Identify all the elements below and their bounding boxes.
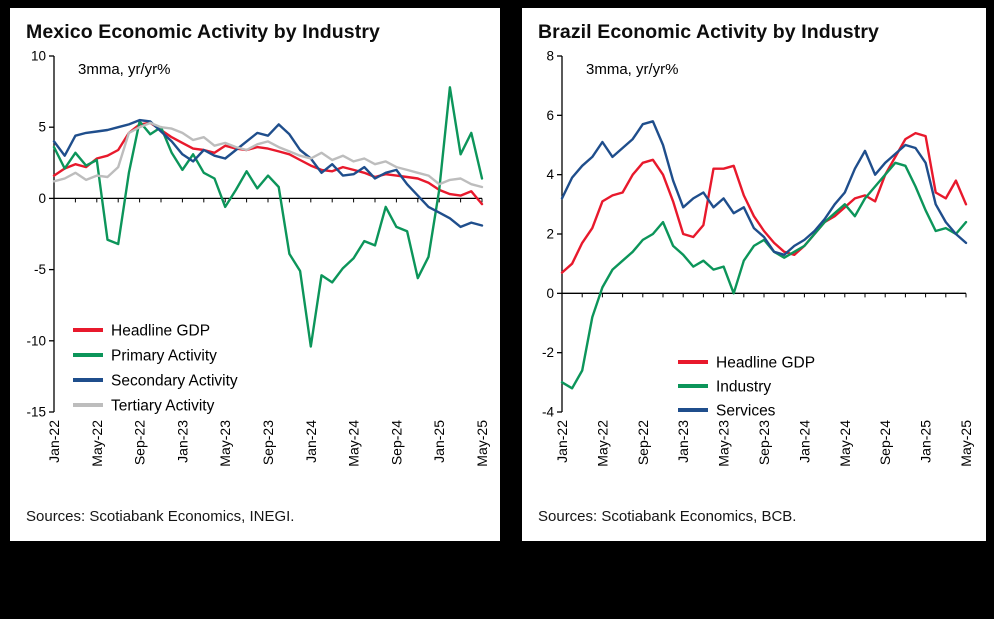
mexico-chart-panel: Mexico Economic Activity by Industry 10 5…: [10, 8, 500, 541]
y-tick-label: 0: [38, 191, 46, 206]
axes: 10 5 0 -5 -10 -15: [26, 49, 483, 420]
x-tick-label: Jan-24: [796, 420, 812, 463]
brazil-source-note: Sources: Scotiabank Economics, BCB.: [538, 508, 797, 525]
series-lines: [52, 86, 484, 348]
y-tick-label: 8: [546, 49, 554, 64]
x-tick-label: Sep-22: [132, 420, 148, 465]
y-tick-label: 2: [546, 227, 554, 242]
unit-label: 3mma, yr/yr%: [586, 61, 679, 78]
legend-label-secondary-activity: Secondary Activity: [111, 373, 238, 390]
legend-label-tertiary-activity: Tertiary Activity: [111, 398, 215, 415]
y-tick-label: -5: [34, 262, 46, 277]
x-tick-label: Jan-25: [918, 420, 934, 463]
y-tick-label: 0: [546, 286, 554, 301]
brazil-chart-panel: Brazil Economic Activity by Industry 8 6 4…: [522, 8, 986, 541]
legend-label-primary-activity: Primary Activity: [111, 348, 217, 365]
x-tick-label: May-24: [837, 420, 853, 467]
y-tick-label: 6: [546, 108, 554, 123]
y-tick-label: -4: [542, 405, 554, 420]
series-lines: [560, 120, 968, 390]
x-tick-label: May-22: [594, 420, 610, 467]
x-tick-label: May-24: [346, 420, 362, 467]
series-line-primary-activity: [52, 86, 484, 348]
x-tick-label: Jan-23: [174, 420, 190, 463]
y-tick-label: 5: [38, 120, 46, 135]
brazil-chart-title: Brazil Economic Activity by Industry: [538, 21, 879, 43]
x-tick-label: Sep-22: [635, 420, 651, 465]
series-line-headline-gdp: [52, 121, 484, 206]
x-tick-label: May-23: [217, 420, 233, 467]
y-tick-label: 10: [31, 49, 46, 64]
x-tick-label: May-25: [474, 420, 490, 467]
x-axis-labels: Jan-22 May-22 Sep-22 Jan-23 May-23 Sep-23 Jan-…: [46, 420, 490, 467]
x-tick-label: May-25: [958, 420, 974, 467]
x-tick-label: Jan-23: [675, 420, 691, 463]
x-axis-labels: Jan-22 May-22 Sep-22 Jan-23 May-23 Sep-23 Jan-…: [554, 420, 974, 467]
series-line-industry: [560, 161, 968, 390]
x-tick-label: Sep-23: [756, 420, 772, 465]
x-tick-label: Jan-25: [431, 420, 447, 463]
y-tick-label: -10: [26, 333, 46, 348]
legend-label-headline-gdp: Headline GDP: [716, 355, 815, 372]
x-tick-label: Jan-22: [554, 420, 570, 463]
charts-row: Mexico Economic Activity by Industry 10 5…: [10, 8, 986, 541]
x-tick-label: Sep-24: [877, 420, 893, 465]
legend: Headline GDP Industry Services: [678, 355, 815, 420]
x-tick-label: Jan-22: [46, 420, 62, 463]
y-tick-label: -15: [26, 405, 46, 420]
y-tick-label: 4: [546, 167, 554, 182]
x-tick-label: Jan-24: [303, 420, 319, 463]
axes: 8 6 4 2 0 -2 -4: [542, 49, 967, 420]
series-line-tertiary-activity: [52, 121, 484, 189]
legend: Headline GDP Primary Activity Secondary Ac…: [73, 323, 238, 415]
x-tick-label: Sep-23: [260, 420, 276, 465]
mexico-chart-title: Mexico Economic Activity by Industry: [26, 21, 380, 43]
legend-label-headline-gdp: Headline GDP: [111, 323, 210, 340]
mexico-source-note: Sources: Scotiabank Economics, INEGI.: [26, 508, 295, 525]
x-tick-label: Sep-24: [388, 420, 404, 465]
unit-label: 3mma, yr/yr%: [78, 61, 171, 78]
x-tick-label: May-22: [89, 420, 105, 467]
legend-label-services: Services: [716, 403, 776, 420]
legend-label-industry: Industry: [716, 379, 771, 396]
series-line-secondary-activity: [52, 118, 484, 229]
y-tick-label: -2: [542, 345, 554, 360]
series-line-headline-gdp: [560, 131, 968, 274]
series-line-services: [560, 120, 968, 257]
x-tick-label: May-23: [716, 420, 732, 467]
